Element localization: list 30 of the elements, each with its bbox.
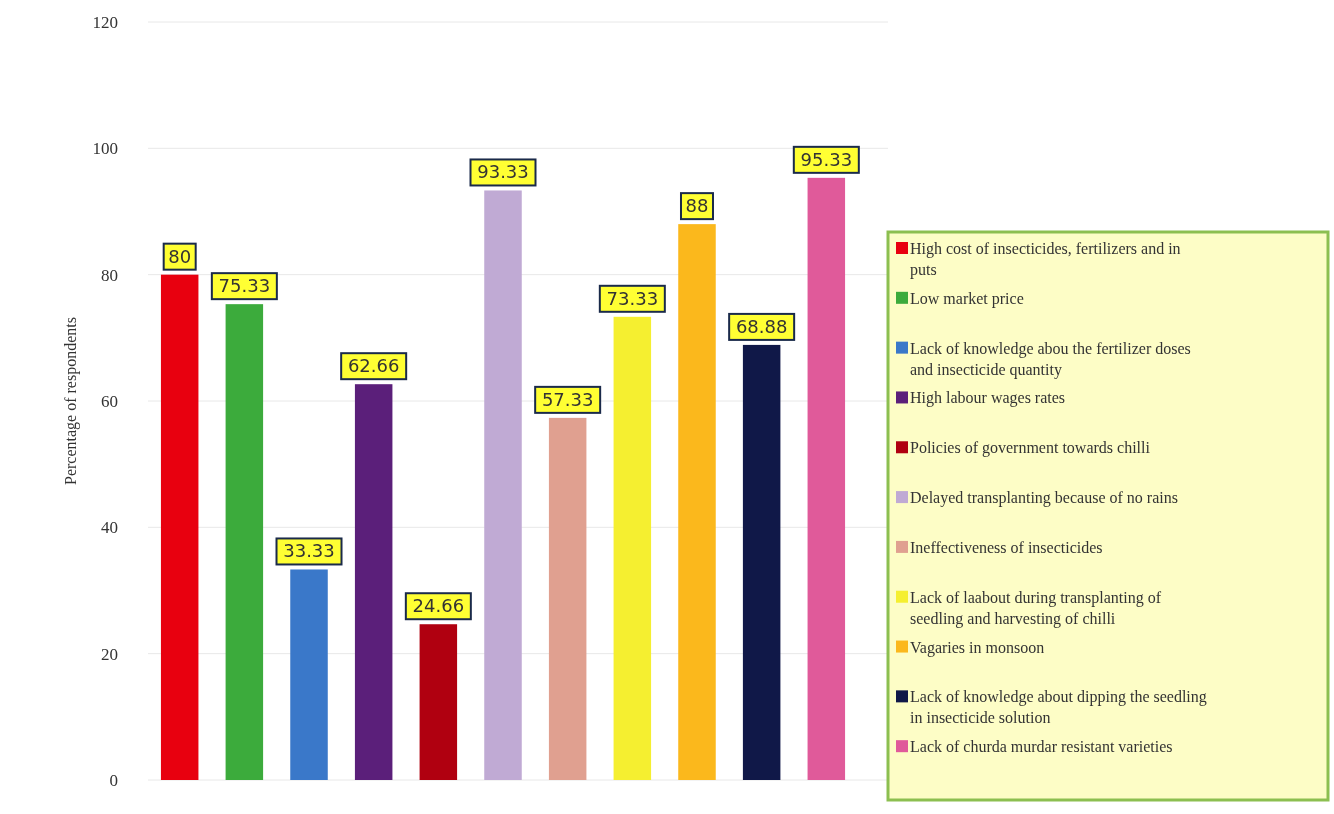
- legend-label: Lack of laabout during transplanting of seedling and harvesting of chilli: [910, 588, 1162, 628]
- data-label: 62.66: [347, 355, 400, 377]
- data-label: 24.66: [412, 595, 465, 617]
- legend-label: Delayed transplanting because of no rains: [910, 489, 1178, 508]
- legend-label: Lack of knowledge about dipping the seedling in insecticide solution: [910, 688, 1207, 727]
- legend-label: High labour wages rates: [910, 389, 1066, 408]
- data-label: 68.88: [735, 315, 788, 337]
- y-tick-label: 20: [101, 644, 118, 664]
- y-tick-label: 0: [109, 771, 118, 790]
- legend-label: Ineffectiveness of insecticides: [910, 538, 1103, 556]
- legend-label: Lack of churda murdar resistant varieties: [910, 738, 1173, 756]
- legend-label: High cost of insecticides, fertilizers and in puts: [910, 240, 1181, 279]
- y-tick-label: 60: [101, 392, 118, 411]
- legend-label: Low market price: [910, 289, 1024, 308]
- data-label: 93.33: [477, 161, 529, 183]
- data-label: 33.33: [283, 540, 335, 562]
- y-tick-label: 80: [101, 265, 118, 285]
- data-label: 88: [685, 195, 709, 217]
- y-tick-label: 40: [101, 518, 118, 538]
- legend-label: Policies of government towards chilli: [910, 439, 1151, 458]
- data-label: 80: [168, 245, 192, 267]
- y-tick-label: 100: [92, 139, 118, 159]
- data-label: 95.33: [800, 148, 853, 170]
- legend-label: Lack of knowledge abou the fertilizer doses and insecticide quantity: [910, 339, 1191, 379]
- legend-label: Vagaries in monsoon: [910, 638, 1045, 657]
- y-tick-label: 120: [92, 13, 118, 32]
- y-axis-title: Percentage of respondents: [62, 317, 80, 485]
- data-label: 75.33: [218, 275, 271, 297]
- data-label: 73.33: [606, 287, 659, 309]
- data-label: 57.33: [541, 388, 594, 410]
